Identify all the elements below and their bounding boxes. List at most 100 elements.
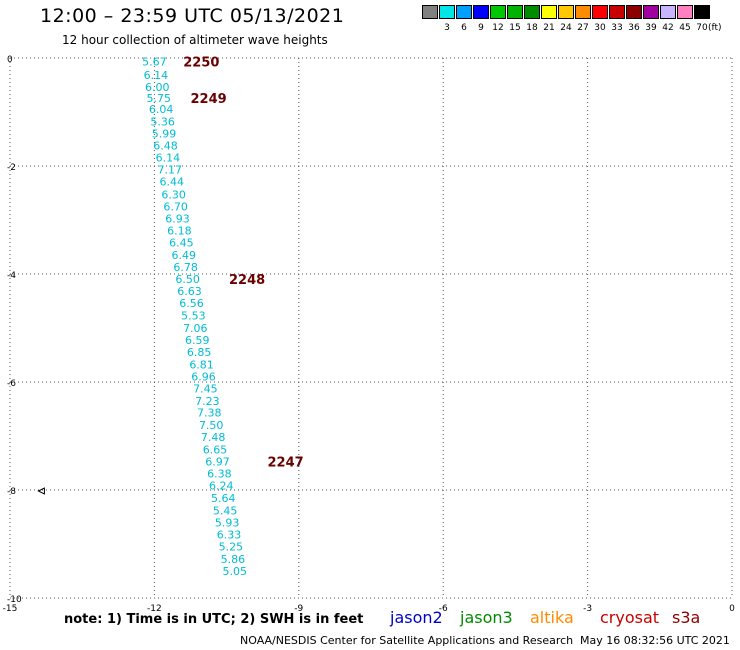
data-point-label: 6.44 xyxy=(159,176,184,189)
data-point-label: 5.45 xyxy=(213,504,238,517)
legend-swatch xyxy=(660,5,676,19)
legend-swatch xyxy=(609,5,625,19)
legend-label: 3 xyxy=(444,23,450,33)
x-tick-label: -3 xyxy=(583,604,592,614)
legend-swatch xyxy=(456,5,472,19)
data-point-label: 7.45 xyxy=(193,382,218,395)
data-point-label: 6.65 xyxy=(203,443,228,456)
data-point-label: 6.85 xyxy=(187,346,212,359)
data-point-label: 5.64 xyxy=(211,492,236,505)
legend-unit: (ft) xyxy=(708,23,722,33)
data-point-label: 6.30 xyxy=(161,189,186,202)
satellite-label: cryosat xyxy=(600,608,660,627)
x-tick-label: -12 xyxy=(147,604,162,614)
data-point-label: 6.48 xyxy=(153,139,178,152)
legend-swatch xyxy=(558,5,574,19)
legend-swatch xyxy=(677,5,693,19)
satellite-label: s3a xyxy=(672,608,701,627)
time-label: 2247 xyxy=(268,455,304,470)
data-point-label: 6.56 xyxy=(179,297,204,310)
legend-label: 15 xyxy=(509,23,521,33)
satellite-label: altika xyxy=(530,608,574,627)
data-point-label: 6.45 xyxy=(169,237,194,250)
data-point-label: 6.04 xyxy=(149,103,174,116)
x-tick-label: -9 xyxy=(294,604,303,614)
data-point-label: 6.38 xyxy=(207,468,232,481)
data-point-label: 5.36 xyxy=(150,116,175,129)
satellite-label: jason3 xyxy=(460,608,513,627)
data-point-label: 6.78 xyxy=(173,261,198,274)
time-label: 2250 xyxy=(183,56,219,71)
data-point-label: 6.49 xyxy=(172,249,197,262)
legend-label: 45 xyxy=(679,23,691,33)
data-point-label: 6.59 xyxy=(185,334,210,347)
data-point-label: 6.93 xyxy=(165,212,190,225)
data-point-label: 6.14 xyxy=(144,69,169,82)
legend-swatch xyxy=(541,5,557,19)
data-point-label: 5.86 xyxy=(221,553,246,566)
color-scale-legend: 3 6 9 12 15 18 21 24 27 30 33 36 39 42 45 70 (ft) xyxy=(422,5,732,37)
chart-title: 12:00 – 23:59 UTC 05/13/2021 xyxy=(40,5,345,27)
x-tick-label: 0 xyxy=(729,604,735,614)
x-tick-label: -6 xyxy=(439,604,448,614)
legend-swatch xyxy=(626,5,642,19)
wave-direction-arrow xyxy=(37,487,45,495)
footer-credit: NOAA/NESDIS Center for Satellite Applica… xyxy=(240,634,574,647)
data-point-label: 7.06 xyxy=(183,322,208,335)
data-point-label: 7.48 xyxy=(201,431,226,444)
y-tick-label: -6 xyxy=(7,379,16,389)
data-point-label: 6.14 xyxy=(156,151,181,164)
legend-label: 39 xyxy=(645,23,657,33)
data-point-label: 5.99 xyxy=(152,128,177,141)
legend-label: 27 xyxy=(577,23,589,33)
data-point-label: 5.05 xyxy=(223,565,248,578)
y-tick-label: -8 xyxy=(7,487,16,497)
data-point-label: 5.25 xyxy=(219,541,244,554)
data-point-label: 6.00 xyxy=(145,81,170,94)
legend-label: 9 xyxy=(478,23,484,33)
legend-swatch xyxy=(592,5,608,19)
data-point-label: 6.70 xyxy=(163,200,188,213)
time-label: 2249 xyxy=(191,92,227,107)
data-point-label: 6.97 xyxy=(205,455,230,468)
legend-swatch xyxy=(490,5,506,19)
y-tick-label: -2 xyxy=(7,163,16,173)
time-label: 2248 xyxy=(229,273,265,288)
data-point-label: 6.81 xyxy=(189,359,214,372)
legend-label: 6 xyxy=(461,23,467,33)
legend-swatch xyxy=(643,5,659,19)
footer-timestamp: May 16 08:32:56 UTC 2021 xyxy=(580,634,730,647)
data-point-label: 6.63 xyxy=(177,285,202,298)
y-tick-label: -10 xyxy=(7,595,22,605)
y-tick-label: -4 xyxy=(7,271,16,281)
legend-label: 30 xyxy=(594,23,606,33)
legend-label: 24 xyxy=(560,23,572,33)
legend-swatch xyxy=(524,5,540,19)
legend-swatch xyxy=(422,5,438,19)
legend-label: 42 xyxy=(662,23,674,33)
note-text: note: 1) Time is in UTC; 2) SWH is in fe… xyxy=(64,612,364,627)
data-point-label: 7.23 xyxy=(195,395,220,408)
legend-swatch xyxy=(575,5,591,19)
data-point-label: 6.50 xyxy=(175,273,200,286)
data-point-label: 7.50 xyxy=(199,419,224,432)
data-point-label: 5.67 xyxy=(142,56,167,69)
satellite-label: jason2 xyxy=(390,608,443,627)
data-point-label: 5.75 xyxy=(146,92,171,105)
x-tick-label: -15 xyxy=(3,604,18,614)
legend-label: 33 xyxy=(611,23,623,33)
data-point-label: 5.53 xyxy=(181,310,206,323)
legend-label: 21 xyxy=(543,23,555,33)
legend-label: 36 xyxy=(628,23,640,33)
legend-swatch xyxy=(473,5,489,19)
data-point-label: 5.93 xyxy=(215,516,240,529)
data-point-label: 7.17 xyxy=(158,164,183,177)
legend-swatch xyxy=(507,5,523,19)
y-tick-label: 0 xyxy=(7,55,13,65)
data-point-label: 6.18 xyxy=(167,225,192,238)
legend-label: 18 xyxy=(526,23,538,33)
legend-label: 12 xyxy=(492,23,504,33)
data-point-label: 6.24 xyxy=(209,480,234,493)
legend-label: 70 xyxy=(696,23,708,33)
